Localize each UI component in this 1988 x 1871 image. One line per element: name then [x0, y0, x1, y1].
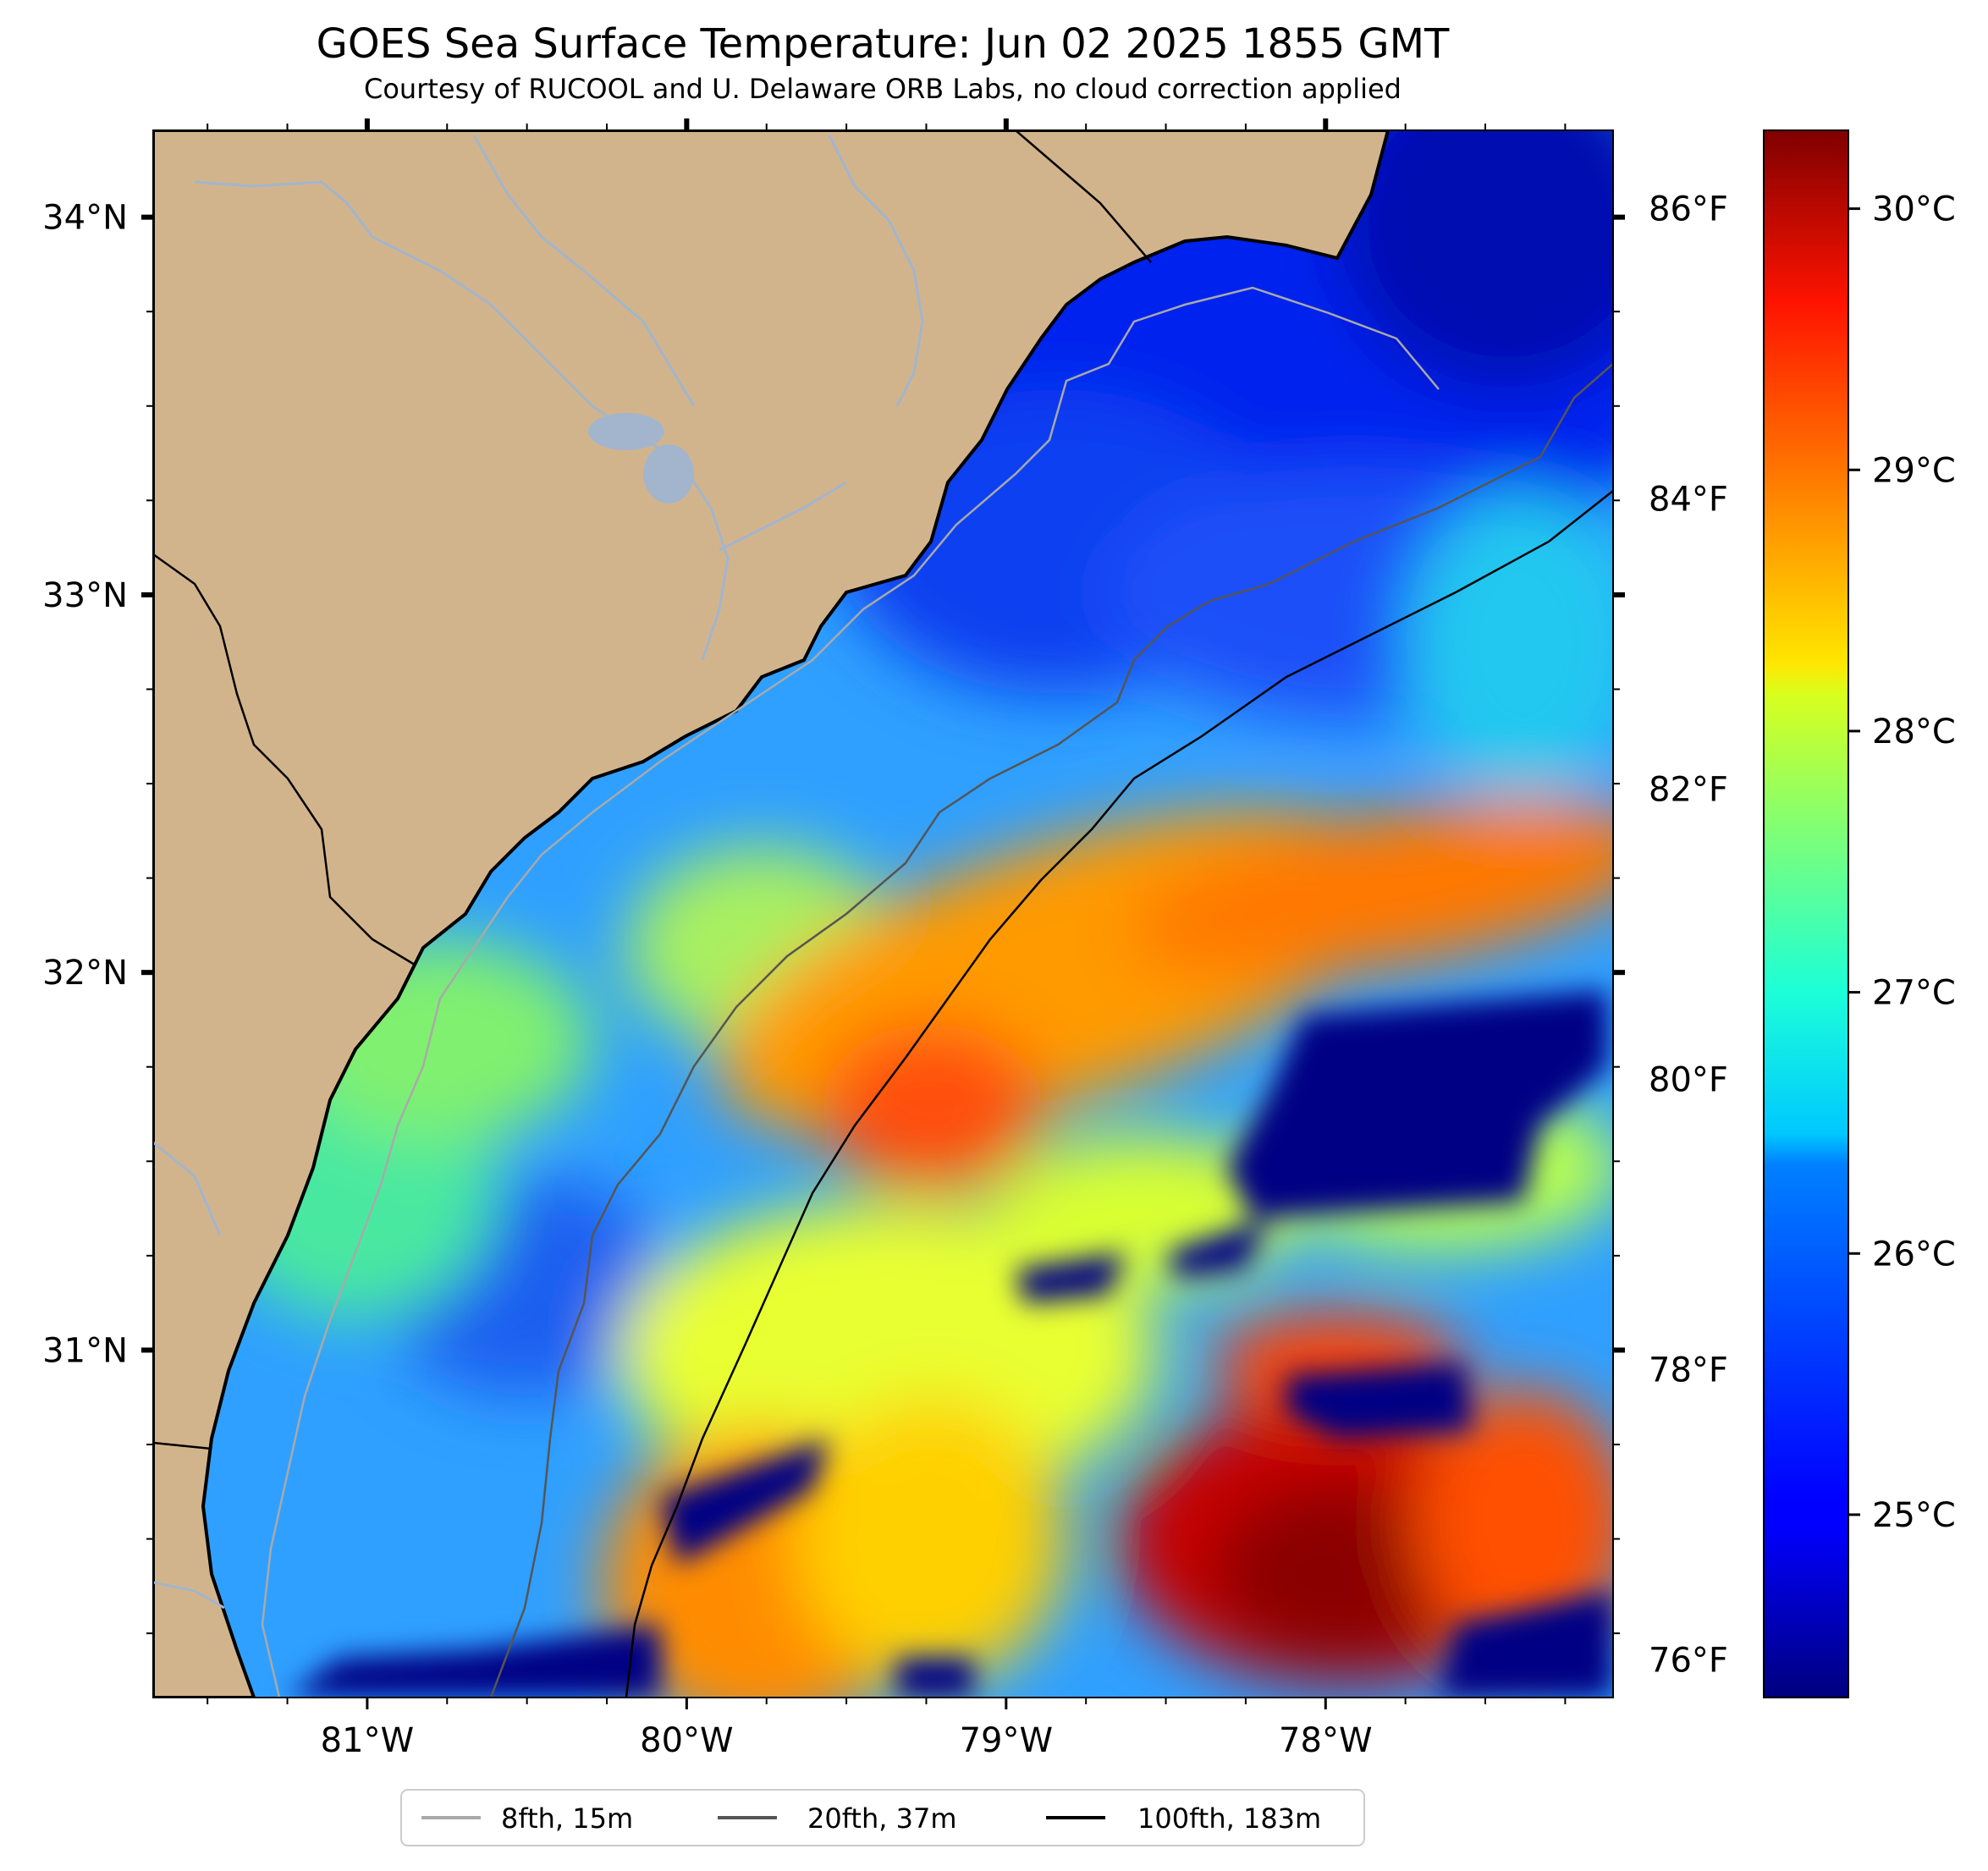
- map-area: [153, 130, 1613, 1698]
- fahrenheit-label: 82°F: [1649, 771, 1728, 810]
- lon-label: 79°W: [960, 1721, 1053, 1760]
- colorbar-label: 27°C: [1872, 974, 1956, 1013]
- map-frame: [152, 129, 1614, 1698]
- cloud-masks: [288, 990, 1613, 1698]
- colorbar-label: 25°C: [1872, 1496, 1956, 1535]
- isobath-legend: 8fth, 15m 20fth, 37m 100fth, 183m: [400, 1789, 1365, 1846]
- state-border-sc-ga: [153, 553, 416, 966]
- lake-marion: [588, 413, 664, 450]
- lake-moultrie: [643, 444, 694, 504]
- fahrenheit-label: 84°F: [1649, 481, 1728, 520]
- colorbar-label: 30°C: [1872, 190, 1956, 229]
- lat-label: 31°N: [42, 1331, 128, 1370]
- map-axes: 81°W 80°W 79°W 78°W 34°N 33°N 32°N 31°N 86°F 84°F…: [42, 118, 1728, 1760]
- lon-label: 78°W: [1279, 1721, 1372, 1760]
- lon-label: 80°W: [640, 1721, 733, 1760]
- fahrenheit-label: 80°F: [1649, 1060, 1728, 1099]
- colorbar-label: 26°C: [1872, 1235, 1956, 1274]
- map-subtitle: Courtesy of RUCOOL and U. Delaware ORB L…: [364, 73, 1402, 105]
- legend-label-8fth: 8fth, 15m: [501, 1802, 633, 1835]
- map-title: GOES Sea Surface Temperature: Jun 02 202…: [317, 20, 1450, 68]
- colorbar-label: 29°C: [1872, 451, 1956, 490]
- colorbar-ticks: 30°C 29°C 28°C 27°C 26°C 25°C: [1848, 190, 1956, 1535]
- isobath-20fth: [489, 363, 1613, 1698]
- lat-label: 34°N: [42, 199, 128, 238]
- state-border-ga-fl: [153, 1441, 212, 1450]
- isobath-100fth: [625, 490, 1613, 1698]
- legend-label-20fth: 20fth, 37m: [807, 1802, 956, 1835]
- lat-label: 33°N: [42, 576, 128, 615]
- fahrenheit-label: 76°F: [1649, 1641, 1728, 1680]
- colorbar: [1763, 129, 1849, 1698]
- fahrenheit-label: 78°F: [1649, 1351, 1728, 1389]
- land: [153, 130, 1390, 1698]
- fahrenheit-label: 86°F: [1649, 190, 1728, 229]
- lon-label: 81°W: [321, 1721, 414, 1760]
- legend-label-100fth: 100fth, 183m: [1137, 1802, 1321, 1835]
- colorbar-label: 28°C: [1872, 713, 1956, 751]
- isobath-8fth: [261, 286, 1440, 1698]
- state-border-nc-sc: [1015, 130, 1152, 263]
- lat-label: 32°N: [42, 954, 128, 993]
